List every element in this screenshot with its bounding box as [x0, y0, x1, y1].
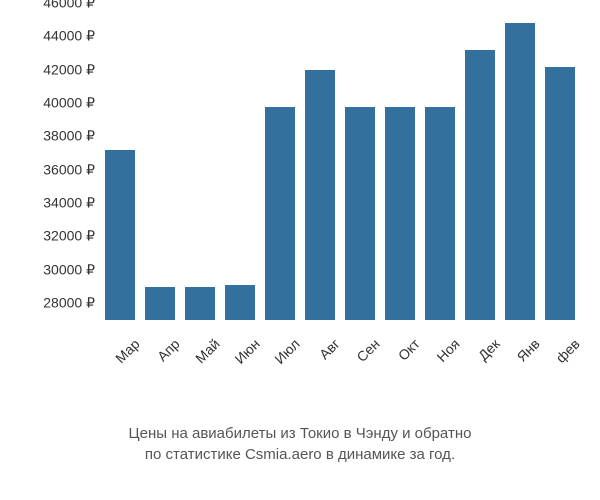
bar	[345, 107, 375, 320]
price-chart: 28000 ₽ 30000 ₽ 32000 ₽ 34000 ₽ 36000 ₽ 38000…	[20, 20, 580, 400]
y-tick-label: 44000 ₽	[20, 28, 95, 45]
bar	[425, 107, 455, 320]
bar	[465, 50, 495, 320]
y-tick-label: 36000 ₽	[20, 161, 95, 178]
y-tick-label: 42000 ₽	[20, 61, 95, 78]
caption-line-2: по статистике Csmia.aero в динамике за г…	[0, 444, 600, 465]
chart-caption: Цены на авиабилеты из Токио в Чэнду и об…	[0, 423, 600, 465]
bars-container	[100, 20, 580, 320]
y-tick-label: 38000 ₽	[20, 128, 95, 145]
bar	[105, 150, 135, 320]
bar	[185, 287, 215, 320]
y-axis: 28000 ₽ 30000 ₽ 32000 ₽ 34000 ₽ 36000 ₽ 38000…	[20, 20, 95, 320]
bar	[265, 107, 295, 320]
y-tick-label: 46000 ₽	[20, 0, 95, 12]
bar	[505, 23, 535, 320]
bar	[545, 67, 575, 320]
y-tick-label: 28000 ₽	[20, 295, 95, 312]
y-tick-label: 30000 ₽	[20, 261, 95, 278]
bar	[385, 107, 415, 320]
y-tick-label: 32000 ₽	[20, 228, 95, 245]
y-tick-label: 40000 ₽	[20, 95, 95, 112]
caption-line-1: Цены на авиабилеты из Токио в Чэнду и об…	[0, 423, 600, 444]
y-tick-label: 34000 ₽	[20, 195, 95, 212]
bar	[225, 285, 255, 320]
bar	[145, 287, 175, 320]
x-axis: МарАпрМайИюнИюлАвгСенОктНояДекЯнвфев	[100, 325, 580, 385]
bar	[305, 70, 335, 320]
plot-area	[100, 20, 580, 320]
